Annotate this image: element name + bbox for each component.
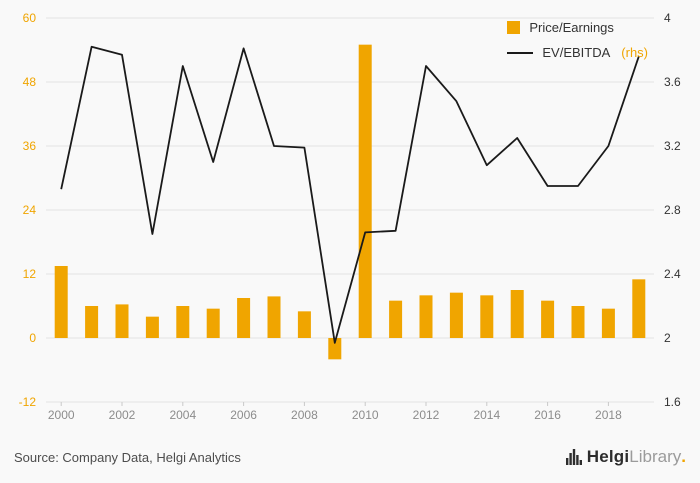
price-earnings-bar xyxy=(328,338,342,360)
brand-name-helgi: Helgi xyxy=(586,447,630,466)
right-axis-tick-label: 2.8 xyxy=(664,203,681,217)
line-series-swatch xyxy=(507,51,534,54)
footer: Source: Company Data, Helgi Analytics He… xyxy=(0,431,700,483)
price-earnings-bar xyxy=(267,296,281,338)
price-earnings-bar xyxy=(297,311,311,338)
price-earnings-bar xyxy=(571,306,585,338)
source-note: Source: Company Data, Helgi Analytics xyxy=(14,449,241,465)
price-earnings-bar xyxy=(449,292,463,338)
price-earnings-bar xyxy=(632,279,646,338)
legend-item-price-earnings: Price/Earnings xyxy=(507,20,648,35)
price-earnings-bar xyxy=(419,295,433,338)
x-axis-tick-label: 2000 xyxy=(48,408,75,422)
x-axis-tick-label: 2002 xyxy=(109,408,136,422)
price-earnings-bar xyxy=(145,316,159,338)
legend-label-ev-ebitda: EV/EBITDA xyxy=(542,45,611,60)
x-axis-tick-label: 2008 xyxy=(291,408,318,422)
brand-name: Helgi Library . xyxy=(587,447,686,467)
combo-chart: 60 48 36 24 12 0 -12 4 3.6 3.2 2.8 2.4 2 1.6 2000 2002 2… xyxy=(19,11,681,422)
brand-dot: . xyxy=(681,447,686,466)
price-earnings-bar xyxy=(541,300,555,338)
price-earnings-bar xyxy=(176,306,190,338)
left-axis-tick-label: 60 xyxy=(23,11,37,25)
right-axis-tick-label: 2.4 xyxy=(664,267,681,281)
bar-series-swatch xyxy=(507,21,521,34)
right-axis-tick-label: 2 xyxy=(664,331,671,345)
left-axis-tick-label: 12 xyxy=(23,267,37,281)
left-axis-tick-label: -12 xyxy=(19,395,37,409)
price-earnings-bar xyxy=(85,306,99,338)
right-axis-tick-label: 3.2 xyxy=(664,139,681,153)
price-earnings-bar xyxy=(389,300,403,338)
price-earnings-bar xyxy=(601,308,615,338)
left-axis-tick-label: 48 xyxy=(23,75,37,89)
right-axis-tick-label: 3.6 xyxy=(664,75,681,89)
price-earnings-bar xyxy=(510,290,524,338)
left-axis-tick-label: 36 xyxy=(23,139,37,153)
price-earnings-bar xyxy=(115,304,129,338)
legend: Price/Earnings EV/EBITDA (rhs) xyxy=(507,20,648,60)
x-axis-tick-label: 2010 xyxy=(352,408,379,422)
left-axis-tick-label: 0 xyxy=(29,331,36,345)
x-axis-tick-label: 2006 xyxy=(230,408,257,422)
brand-logo: Helgi Library . xyxy=(565,447,686,467)
legend-label-price-earnings: Price/Earnings xyxy=(529,20,614,35)
price-earnings-bar xyxy=(54,266,68,338)
brand-bars-icon xyxy=(565,449,582,465)
right-axis-tick-label: 1.6 xyxy=(664,395,681,409)
price-earnings-bar xyxy=(237,298,251,338)
x-axis-tick-label: 2018 xyxy=(595,408,622,422)
brand-name-library: Library xyxy=(629,447,682,466)
price-earnings-bar xyxy=(358,44,372,339)
ev-ebitda-line xyxy=(60,45,640,344)
price-earnings-bar xyxy=(206,308,220,338)
x-axis-tick-label: 2012 xyxy=(413,408,440,422)
x-axis-tick-label: 2014 xyxy=(473,408,500,422)
x-axis-tick-label: 2016 xyxy=(534,408,561,422)
left-axis-tick-label: 24 xyxy=(23,203,37,217)
right-axis-tick-label: 4 xyxy=(664,11,671,25)
x-axis-tick-label: 2004 xyxy=(169,408,196,422)
chart-area: 60 48 36 24 12 0 -12 4 3.6 3.2 2.8 2.4 2 1.6 2000 2002 2… xyxy=(19,11,681,422)
legend-rhs-suffix: (rhs) xyxy=(621,45,648,60)
price-earnings-bar xyxy=(480,295,494,338)
legend-item-ev-ebitda: EV/EBITDA (rhs) xyxy=(507,45,648,60)
